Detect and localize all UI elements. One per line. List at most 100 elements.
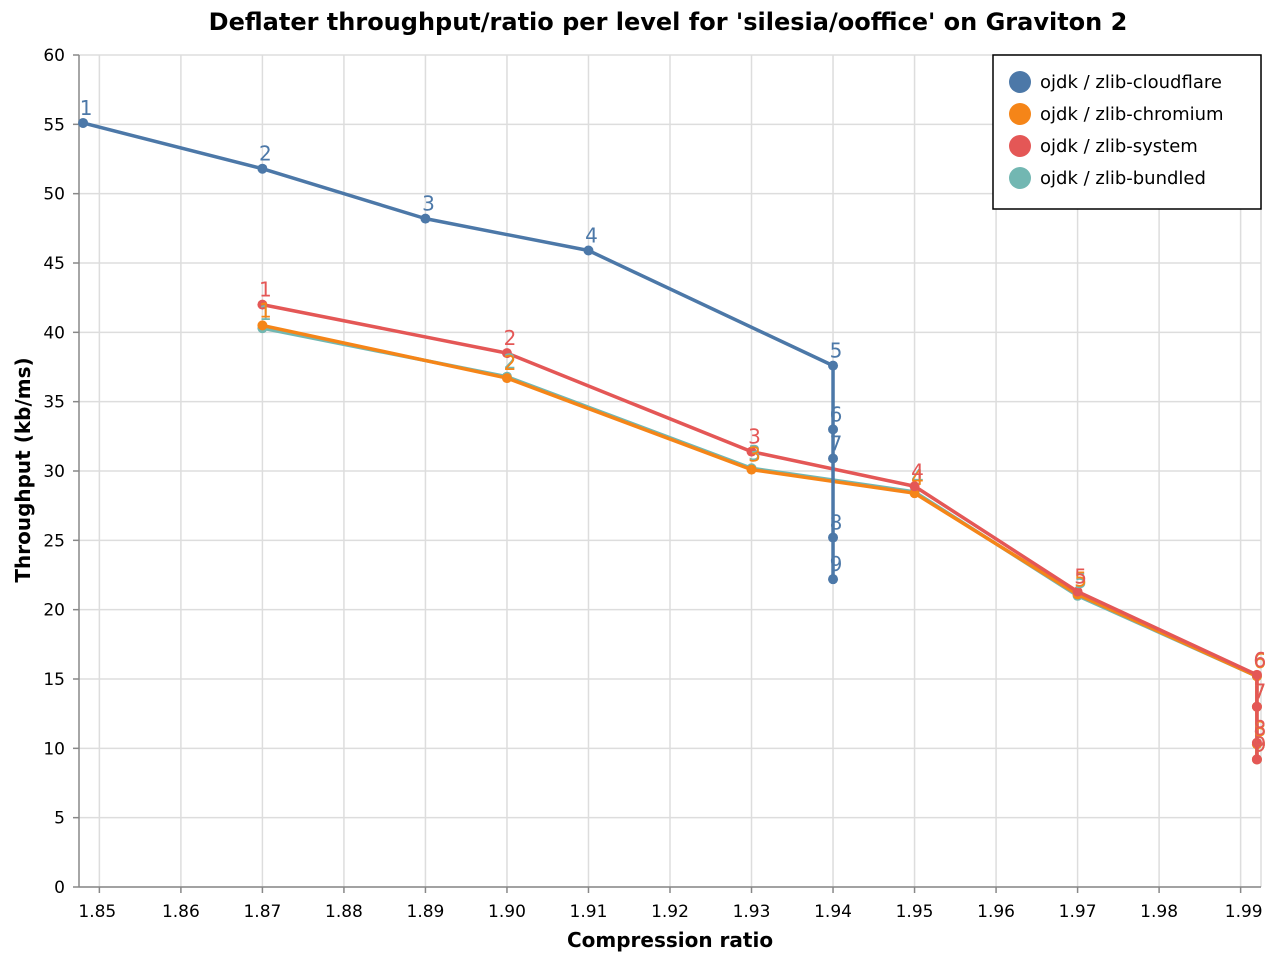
data-point	[828, 532, 839, 543]
x-tick-label: 1.97	[1059, 902, 1097, 922]
y-tick-label: 45	[43, 254, 65, 274]
data-point	[257, 299, 268, 310]
point-label: 1	[259, 301, 272, 325]
y-tick-label: 40	[43, 323, 65, 343]
legend-item: ojdk / zlib-bundled	[1009, 167, 1206, 189]
y-tick-label: 15	[43, 670, 65, 690]
y-tick-label: 20	[43, 601, 65, 621]
point-label: 7	[1254, 680, 1267, 704]
data-point	[501, 348, 512, 359]
point-label: 2	[504, 326, 517, 350]
point-label: 1	[80, 96, 93, 120]
point-label: 6	[830, 402, 843, 426]
point-label: 8	[1254, 717, 1267, 741]
legend-swatch	[1009, 71, 1031, 93]
y-axis-title: Throughput (kb/ms)	[11, 357, 35, 582]
data-point	[909, 488, 920, 499]
y-tick-label: 5	[54, 809, 65, 829]
data-point	[420, 213, 431, 224]
point-label: 7	[830, 432, 843, 456]
x-tick-label: 1.91	[570, 902, 608, 922]
legend-label: ojdk / zlib-system	[1040, 136, 1198, 157]
series-layer	[78, 117, 1262, 765]
y-tick-label: 0	[54, 878, 65, 898]
point-label: 5	[1074, 565, 1087, 589]
legend-item: ojdk / zlib-chromium	[1009, 103, 1224, 125]
data-point	[828, 574, 839, 585]
point-label: 4	[911, 466, 924, 490]
series-ojdk-zlib-cloudflare	[78, 117, 839, 585]
point-label: 5	[830, 339, 843, 363]
data-point	[257, 320, 268, 331]
point-label: 3	[748, 443, 761, 467]
x-tick-label: 1.89	[407, 902, 445, 922]
data-point	[1072, 586, 1083, 597]
x-tick-label: 1.85	[78, 902, 116, 922]
legend-box	[992, 54, 1262, 210]
point-label: 9	[830, 552, 843, 576]
axes: 1.85 1.86 1.87 1.88 1.89 1.90 1.91 1.92 1.93 1.94…	[43, 46, 1262, 922]
y-tick-label: 10	[43, 739, 65, 759]
data-point	[1251, 754, 1262, 765]
series-ojdk-zlib-bundled	[257, 323, 1262, 765]
legend: ojdk / zlib-cloudflare ojdk / zlib-chromi…	[992, 54, 1262, 210]
data-point	[583, 245, 594, 256]
data-point	[828, 360, 839, 371]
legend-label: ojdk / zlib-chromium	[1040, 104, 1224, 125]
data-point	[909, 481, 920, 492]
x-tick-label: 1.93	[733, 902, 771, 922]
y-tick-label: 30	[43, 462, 65, 482]
x-tick-label: 1.88	[325, 902, 363, 922]
x-tick-label: 1.86	[162, 902, 200, 922]
x-tick-label: 1.94	[814, 902, 852, 922]
data-point	[1251, 701, 1262, 712]
point-label: 8	[1254, 717, 1267, 741]
x-tick-label: 1.98	[1140, 902, 1178, 922]
point-label: 3	[748, 441, 761, 465]
legend-swatch	[1009, 167, 1031, 189]
data-point	[1251, 669, 1262, 680]
point-label: 3	[422, 192, 435, 216]
point-label: 5	[1074, 569, 1087, 593]
x-tick-label: 1.87	[243, 902, 281, 922]
series-line	[262, 326, 1259, 760]
legend-label: ojdk / zlib-cloudflare	[1040, 72, 1222, 93]
point-label: 4	[911, 465, 924, 489]
data-point	[746, 464, 757, 475]
legend-item: ojdk / zlib-system	[1009, 135, 1198, 157]
legend-swatch	[1009, 103, 1031, 125]
point-label: 3	[748, 425, 761, 449]
data-point	[78, 117, 89, 128]
x-axis-title: Compression ratio	[567, 928, 773, 952]
point-label: 6	[1254, 648, 1267, 672]
point-label: 5	[1074, 567, 1087, 591]
point-label: 6	[1254, 649, 1267, 673]
data-point	[828, 424, 839, 435]
point-label: 9	[1254, 732, 1267, 756]
legend-item: ojdk / zlib-cloudflare	[1009, 71, 1222, 93]
x-tick-label: 1.99	[1225, 902, 1263, 922]
chart-title: Deflater throughput/ratio per level for …	[209, 8, 1128, 36]
x-tick-label: 1.92	[651, 902, 689, 922]
series-ojdk-zlib-chromium	[257, 320, 1262, 765]
data-point	[501, 373, 512, 384]
point-label: 2	[259, 142, 272, 166]
data-point	[257, 163, 268, 174]
point-label: 8	[1254, 716, 1267, 740]
legend-label: ojdk / zlib-bundled	[1040, 168, 1206, 189]
x-tick-label: 1.96	[977, 902, 1015, 922]
point-label: 2	[504, 350, 517, 374]
series-line	[262, 323, 1259, 760]
x-tick-label: 1.90	[488, 902, 526, 922]
y-tick-label: 50	[43, 185, 65, 205]
x-tick-label: 1.95	[896, 902, 934, 922]
point-label: 1	[259, 278, 272, 302]
y-tick-label: 60	[43, 46, 65, 66]
legend-swatch	[1009, 135, 1031, 157]
y-tick-label: 55	[43, 115, 65, 135]
series-line	[262, 302, 1259, 760]
series-ojdk-zlib-system	[257, 299, 1262, 765]
point-label: 7	[1254, 680, 1267, 704]
